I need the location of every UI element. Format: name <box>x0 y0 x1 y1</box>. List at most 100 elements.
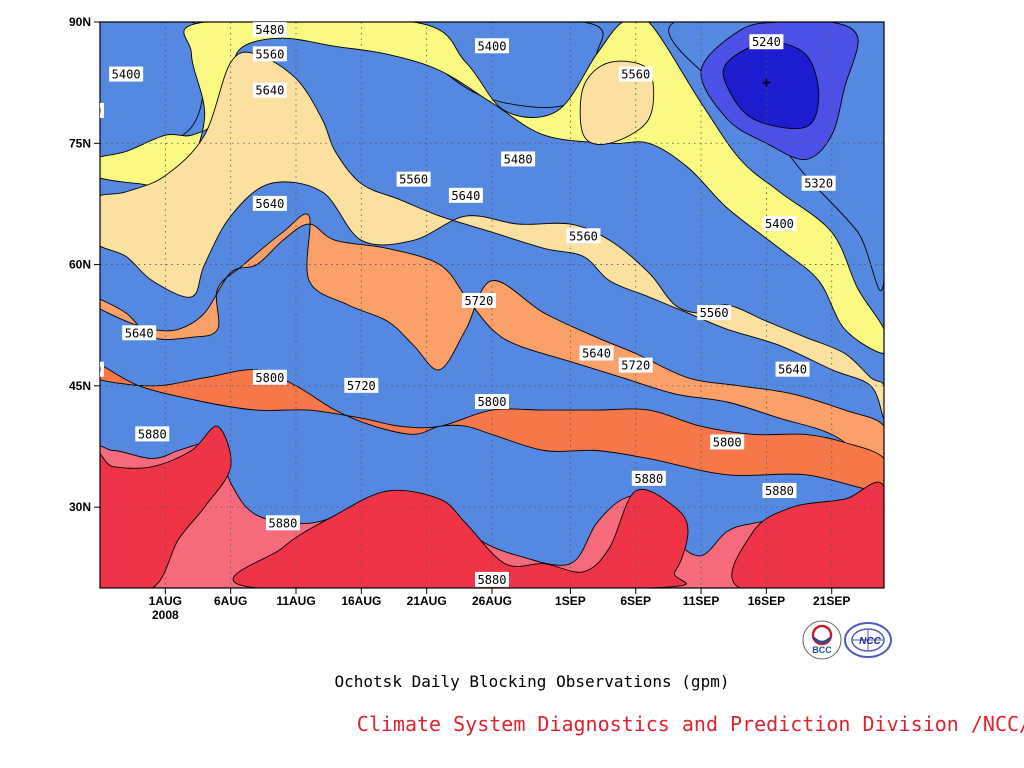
contour-label-text: 5640 <box>255 197 284 211</box>
contour-label-box <box>697 305 732 321</box>
contour-label-box <box>265 515 300 531</box>
contour-label-text: 5720 <box>621 359 650 373</box>
contour-label-text: 5240 <box>752 35 781 49</box>
contour-label: 5640 <box>775 361 810 377</box>
contour-label: 5880 <box>631 470 666 486</box>
contour-label-box <box>710 434 745 450</box>
bcc-logo-text: BCC <box>812 645 832 655</box>
contour-region-5880 <box>232 489 689 588</box>
contour-label-text: 5320 <box>804 177 833 191</box>
contour-label: 5480 <box>501 151 536 167</box>
contour-label-box <box>631 470 666 486</box>
contour-label: 5480 <box>252 22 287 38</box>
contour-label-box <box>109 66 144 82</box>
contour-label-box <box>475 38 509 54</box>
contour-label-text: 5480 <box>255 23 284 37</box>
contour-label-box <box>566 228 601 244</box>
contour-label: 5880 <box>762 482 797 498</box>
x-tick-label: 16AUG <box>341 594 381 608</box>
y-tick-label: 90N <box>69 15 91 29</box>
contour-region-5880 <box>731 481 884 588</box>
contour-label-text: 5640 <box>125 326 154 340</box>
contour-label-text: 5880 <box>138 427 167 441</box>
contour-label-box <box>100 361 104 377</box>
contour-label: 5800 <box>475 394 509 410</box>
x-tick-label: 11AUG <box>276 594 315 608</box>
contour-label: 5560 <box>566 228 601 244</box>
contour-label-box <box>775 361 810 377</box>
contour-label-box <box>475 571 509 587</box>
contour-label-box <box>252 82 287 98</box>
contour-label: 5640 <box>252 195 287 211</box>
contour-label: 5400 <box>475 38 509 54</box>
contour-label: 5720 <box>461 292 496 308</box>
contour-label-text: 5720 <box>72 363 101 377</box>
x-tick-label: 1AUG <box>149 594 182 608</box>
grid-lines <box>100 22 884 588</box>
contour-label-text: 5720 <box>347 379 376 393</box>
contour-region-5480 <box>100 22 884 354</box>
y-tick-label: 45N <box>69 379 91 393</box>
x-tick-label: 6SEP <box>620 594 651 608</box>
contour-label-box <box>252 46 287 62</box>
contour-label-box <box>618 66 653 82</box>
contour-label: 5560 <box>396 171 431 187</box>
ncc-logo-text: NCC <box>859 636 881 647</box>
contour-label-box <box>448 187 483 203</box>
contour-label-text: 5560 <box>569 229 598 243</box>
contour-label-text: 5800 <box>713 435 742 449</box>
contour-label-box <box>100 102 104 118</box>
contour-region-5560 <box>579 60 655 145</box>
contour-label-text: 5560 <box>399 173 428 187</box>
bcc-logo: BCC <box>802 620 842 660</box>
y-axis: 90N 75N 60N 45N 30N <box>69 15 100 514</box>
contour-label: 5800 <box>710 434 745 450</box>
x-tick-label: 6AUG <box>214 594 247 608</box>
contour-label: 5400 <box>109 66 144 82</box>
contour-label-box <box>501 151 536 167</box>
contour-label-text: 5720 <box>464 294 493 308</box>
contour-label-text: 5640 <box>582 347 611 361</box>
contour-label-box <box>396 171 431 187</box>
contour-label-text: 5480 <box>504 152 533 166</box>
x-tick-label: 21AUG <box>407 594 447 608</box>
contour-label: 5720 <box>618 357 653 373</box>
contour-label: 5560 <box>697 305 732 321</box>
y-tick-label: 30N <box>69 500 91 514</box>
contour-label: 5880 <box>135 426 170 442</box>
y-tick-label: 75N <box>69 136 91 150</box>
credit-line: Climate System Diagnostics and Predictio… <box>356 712 1024 736</box>
ncc-logo: NCC <box>844 622 892 658</box>
contour-label: 5560 <box>618 66 653 82</box>
contour-label-box <box>252 22 287 38</box>
contour-label: 5240 <box>749 34 784 50</box>
contour-label-box <box>801 175 836 191</box>
contour-label: 5880 <box>265 515 300 531</box>
contour-label: 5640 <box>579 345 614 361</box>
contour-label-box <box>618 357 653 373</box>
contour-label: 5320 <box>801 175 836 191</box>
contour-label-box <box>762 216 797 232</box>
contour-label: 5640 <box>252 82 287 98</box>
extremum-markers <box>762 78 771 87</box>
contour-label: 5880 <box>475 571 509 587</box>
contour-label-text: 5880 <box>765 484 794 498</box>
contour-label-text: 5560 <box>255 47 284 61</box>
contour-label-box <box>461 292 496 308</box>
x-tick-label: 16SEP <box>748 594 785 608</box>
contour-label-text: 5640 <box>451 189 480 203</box>
contour-label: 5640 <box>122 325 157 341</box>
contour-label: 5480 <box>100 102 104 118</box>
contour-label: 5720 <box>72 361 104 377</box>
chart-title: Ochotsk Daily Blocking Observations (gpm… <box>334 672 730 691</box>
contour-label-text: 5880 <box>478 573 507 587</box>
contour-label-box <box>135 426 170 442</box>
x-tick-label: 11SEP <box>683 594 720 608</box>
contour-label-text: 5400 <box>112 68 141 82</box>
contour-label-text: 5880 <box>268 516 297 530</box>
contour-label: 5400 <box>762 216 797 232</box>
contour-label-box <box>475 394 509 410</box>
contour-region-5240 <box>722 41 820 129</box>
